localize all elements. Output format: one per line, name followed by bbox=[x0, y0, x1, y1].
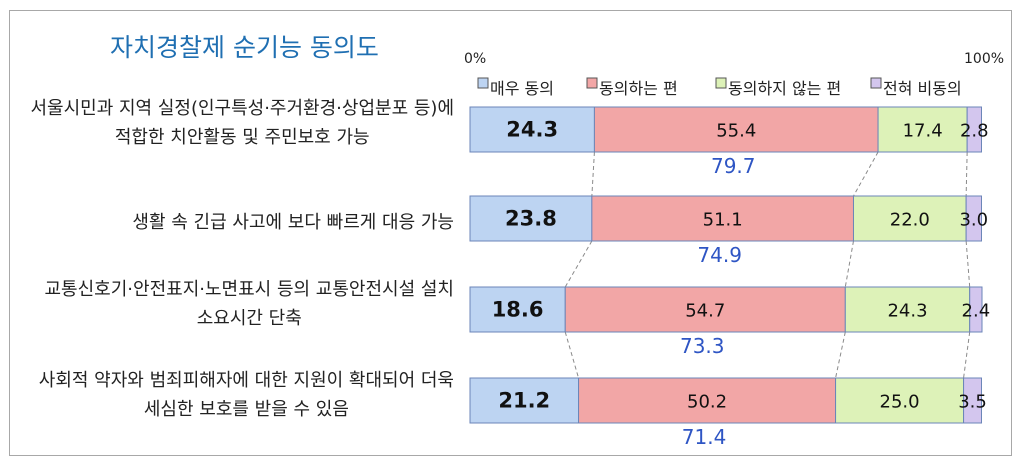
bar-r2-s2 bbox=[591, 195, 854, 242]
bar-r1-s2 bbox=[593, 106, 879, 153]
connector-line-3-3 bbox=[963, 331, 971, 379]
agree-total-label-2: 74.9 bbox=[697, 243, 742, 267]
data-label-r2-s3: 22.0 bbox=[890, 210, 930, 231]
x-tick-label-max: 100% bbox=[964, 51, 1004, 67]
category-label-1: 서울시민과 지역 실정(인구특성·주거환경·상업분포 등)에 적합한 치안활동 … bbox=[30, 94, 454, 152]
connector-line-3-2 bbox=[835, 331, 846, 379]
bar-r2-s1 bbox=[469, 195, 593, 242]
category-label-3-line-2: 소요시간 단축 bbox=[196, 308, 302, 329]
connector-line-1-1 bbox=[591, 151, 595, 197]
chart-title: 자치경찰제 순기능 동의도 bbox=[110, 33, 379, 62]
bar-r2-s3 bbox=[852, 195, 967, 242]
connector-line-1-2 bbox=[853, 151, 879, 197]
agree-total-label-1: 79.7 bbox=[711, 154, 756, 178]
category-label-3: 교통신호기·안전표지·노면표시 등의 교통안전시설 설치 소요시간 단축 bbox=[45, 275, 455, 333]
bar-r1-s3 bbox=[877, 106, 968, 153]
connector-line-2-3 bbox=[965, 240, 971, 288]
bar-r3-s1 bbox=[469, 286, 566, 333]
data-label-r3-s4: 2.4 bbox=[962, 301, 991, 322]
category-label-4: 사회적 약자와 범죄피해자에 대한 지원이 확대되어 더욱 세심한 보호를 받을… bbox=[39, 366, 454, 424]
category-label-1-line-1: 서울시민과 지역 실정(인구특성·주거환경·상업분포 등)에 bbox=[30, 98, 454, 119]
agree-total-label-3: 73.3 bbox=[680, 334, 725, 358]
connector-line-2-1 bbox=[564, 240, 593, 288]
bar-r4-s2 bbox=[578, 377, 837, 424]
bar-r4-s1 bbox=[469, 377, 580, 424]
data-label-r3-s3: 24.3 bbox=[887, 301, 927, 322]
category-label-2-line-1: 생활 속 긴급 사고에 보다 빠르게 대응 가능 bbox=[132, 212, 454, 233]
data-label-r4-s4: 3.5 bbox=[958, 392, 987, 413]
legend-label-1: 매우 동의 bbox=[490, 79, 554, 98]
data-label-r1-s3: 17.4 bbox=[903, 121, 943, 142]
data-label-r4-s2: 50.2 bbox=[687, 392, 727, 413]
legend-label-4: 전혀 비동의 bbox=[883, 79, 962, 98]
data-label-r1-s2: 55.4 bbox=[716, 121, 756, 142]
legend-label-3: 동의하지 않는 편 bbox=[728, 79, 841, 98]
connector-line-2-2 bbox=[844, 240, 854, 288]
bar-r1-s4 bbox=[966, 106, 982, 153]
data-label-r2-s2: 51.1 bbox=[703, 210, 743, 231]
data-label-r2-s1: 23.8 bbox=[505, 207, 557, 231]
data-label-r1-s4: 2.8 bbox=[960, 121, 989, 142]
data-label-r4-s1: 21.2 bbox=[498, 389, 550, 413]
data-label-r3-s2: 54.7 bbox=[685, 301, 725, 322]
agree-total-label-4: 71.4 bbox=[682, 425, 727, 449]
legend-label-2: 동의하는 편 bbox=[599, 79, 678, 98]
category-label-2: 생활 속 긴급 사고에 보다 빠르게 대응 가능 bbox=[132, 208, 454, 237]
category-label-4-line-2: 세심한 보호를 받을 수 있음 bbox=[143, 399, 349, 420]
legend-swatch-3 bbox=[715, 77, 727, 89]
bar-r4-s3 bbox=[835, 377, 965, 424]
legend-swatch-1 bbox=[477, 77, 489, 89]
x-tick-label-min: 0% bbox=[464, 51, 486, 67]
category-label-4-line-1: 사회적 약자와 범죄피해자에 대한 지원이 확대되어 더욱 bbox=[38, 370, 454, 391]
bar-r3-s2 bbox=[564, 286, 846, 333]
legend-swatch-2 bbox=[586, 77, 598, 89]
data-label-r1-s1: 24.3 bbox=[506, 118, 558, 142]
category-label-3-line-1: 교통신호기·안전표지·노면표시 등의 교통안전시설 설치 bbox=[44, 279, 455, 300]
data-label-r2-s4: 3.0 bbox=[959, 210, 988, 231]
legend-swatch-4 bbox=[870, 77, 882, 89]
connector-line-3-1 bbox=[564, 331, 580, 379]
bar-r4-s4 bbox=[963, 377, 982, 424]
bar-r1-s1 bbox=[469, 106, 595, 153]
connector-line-1-3 bbox=[965, 151, 968, 197]
category-label-1-line-2: 적합한 치안활동 및 주민보호 가능 bbox=[114, 127, 370, 148]
data-label-r4-s3: 25.0 bbox=[880, 392, 920, 413]
data-label-r3-s1: 18.6 bbox=[492, 298, 544, 322]
bar-r3-s3 bbox=[844, 286, 971, 333]
bar-r3-s4 bbox=[969, 286, 983, 333]
bar-r2-s4 bbox=[965, 195, 982, 242]
